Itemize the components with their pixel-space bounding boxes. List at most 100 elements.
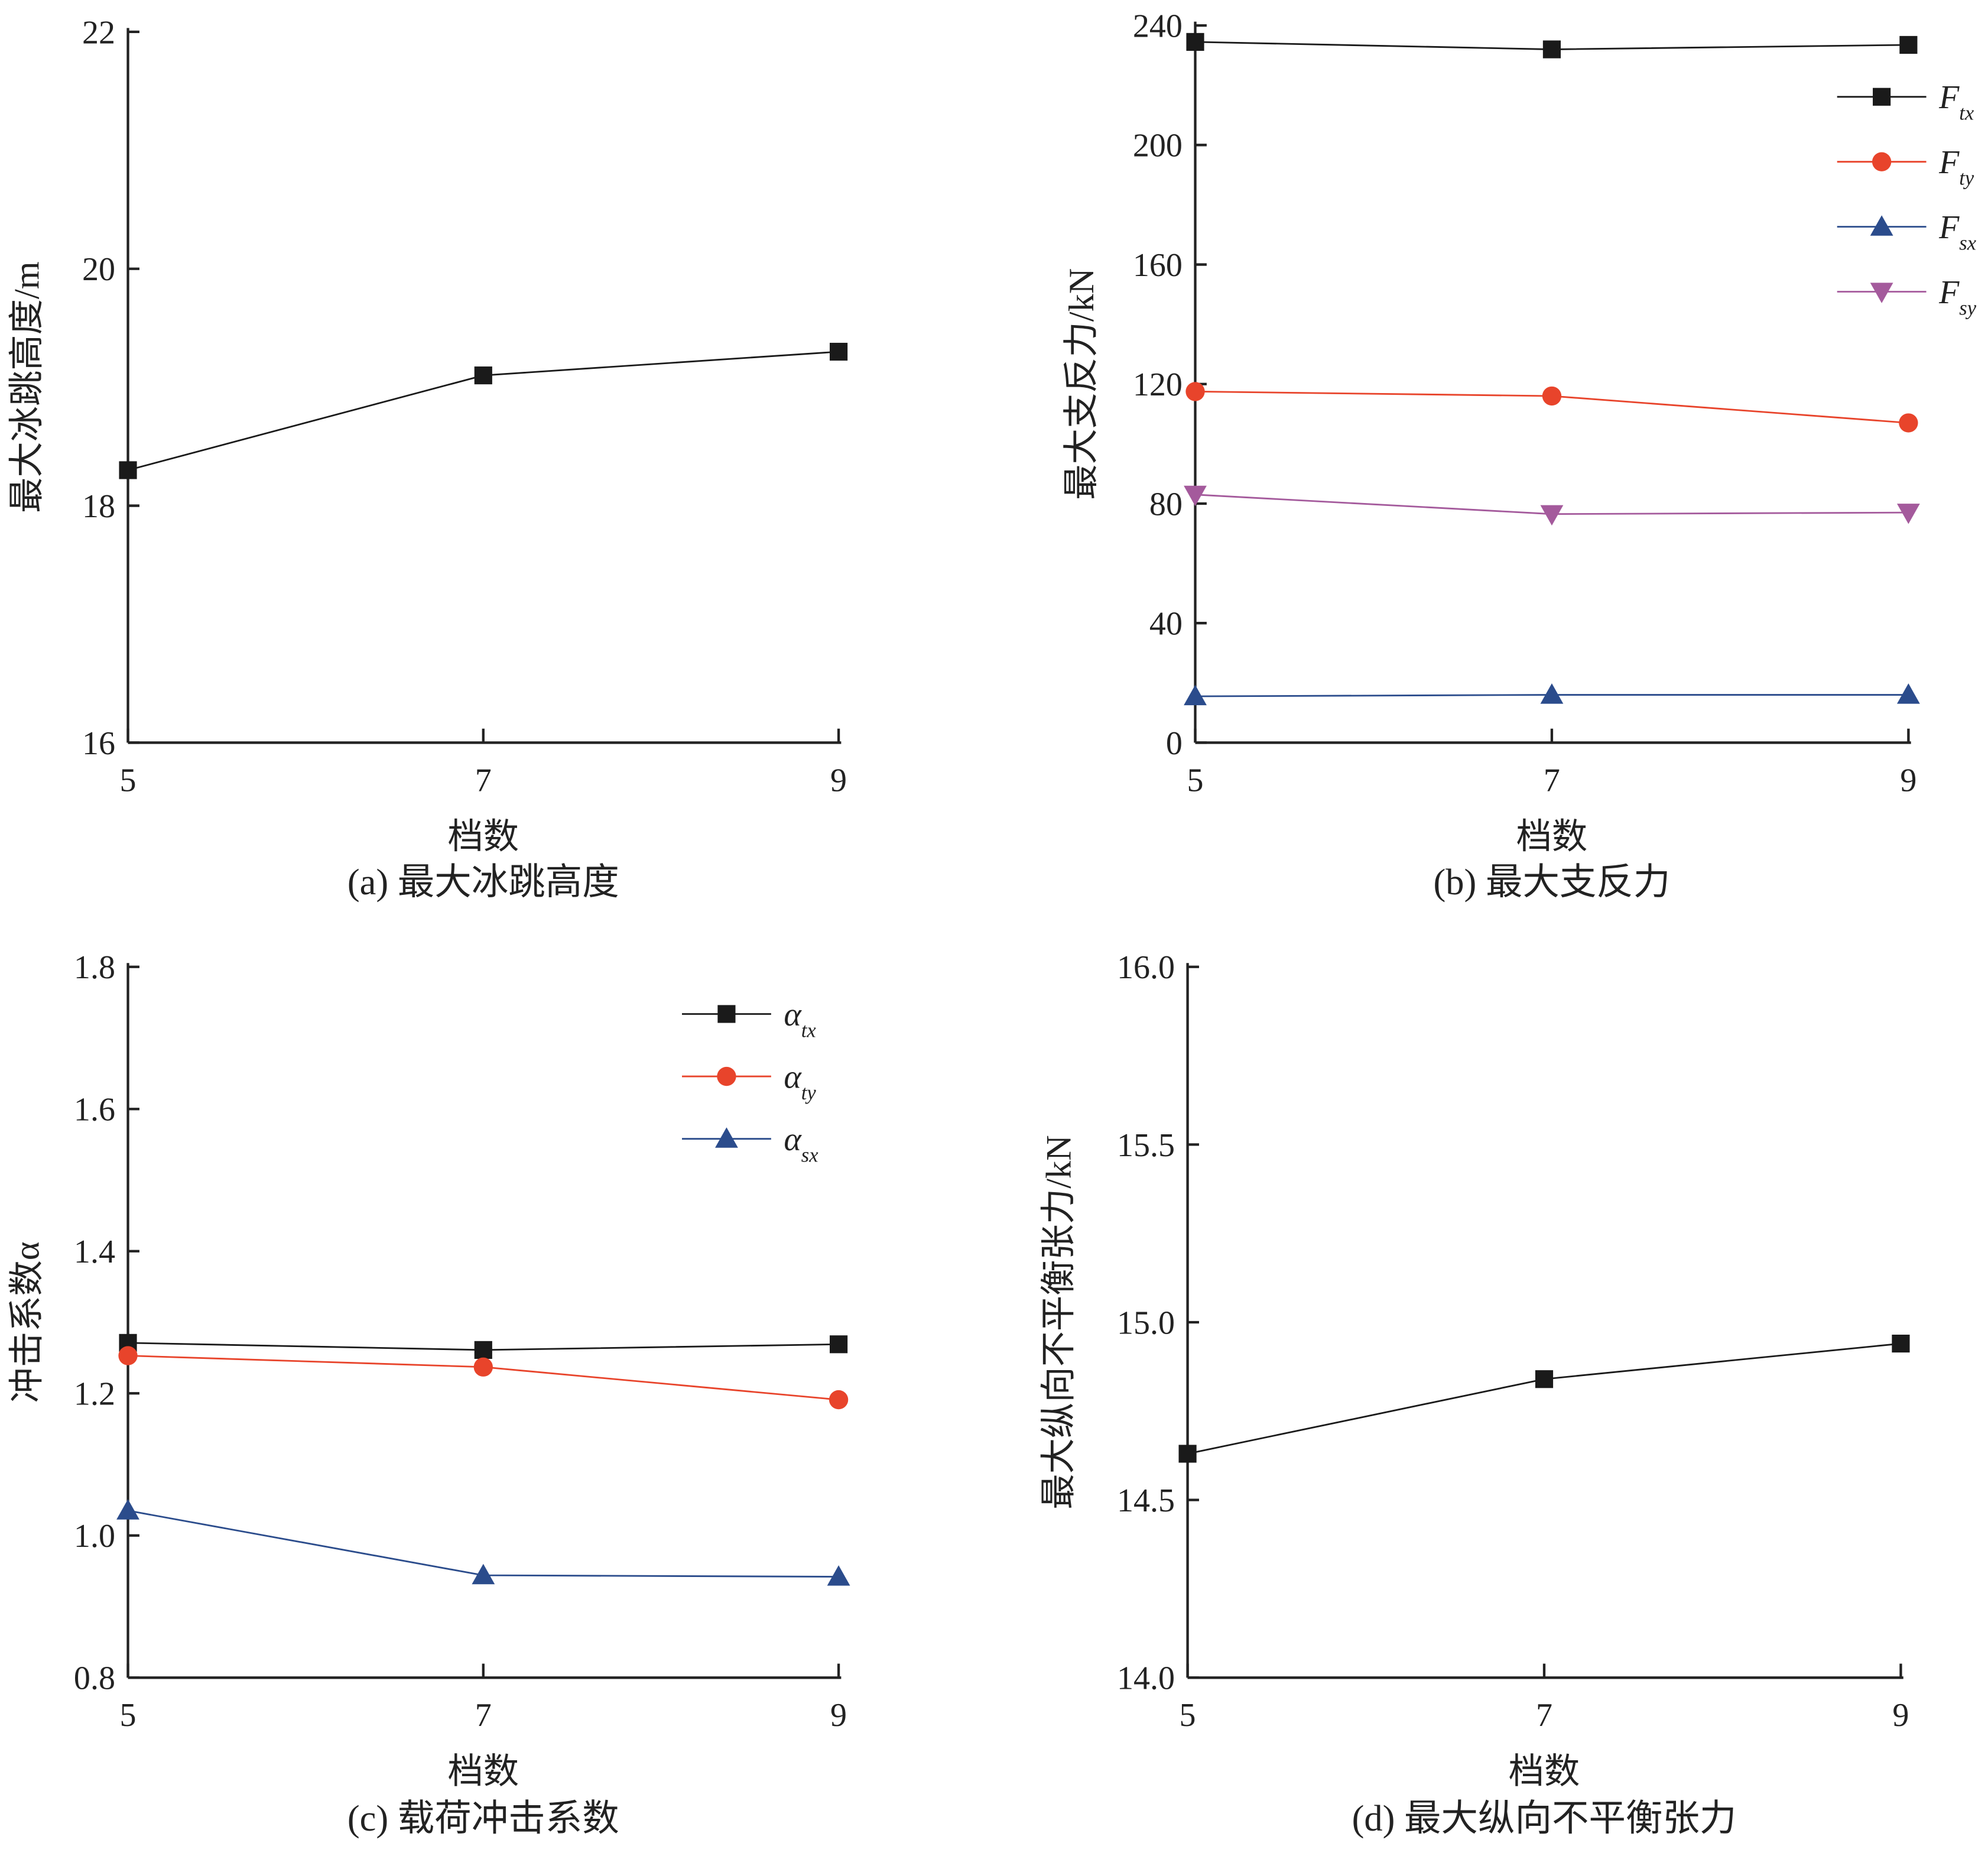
legend-marker [1870,283,1893,303]
data-point [1540,505,1564,526]
legend-marker [717,1005,736,1023]
legend-item: Fsy [1837,274,1977,319]
legend-item: Ftx [1837,79,1974,125]
y-tick-label: 240 [1133,8,1183,44]
chart-panel-d: 14.0 14.5 15.0 15.5 16.0 5 7 9 档数 最大纵向不平衡张力/kN (d)… [1039,949,1910,1839]
y-tick-label: 14.5 [1117,1482,1175,1519]
chart-caption: (b) 最大支反力 [1433,861,1670,903]
chart-panel-b: 0 40 80 120 160 200 240 5 7 9 档数 最大支反力/kN (b) 最大支反力 F… [1062,8,1977,902]
y-tick-label: 40 [1149,606,1183,643]
legend-label: Fty [1938,144,1974,189]
series-ty [118,1346,849,1410]
series-line [1187,1342,1901,1455]
data-point [474,366,492,385]
y-tick-label: 1.8 [74,949,115,986]
x-tick-label: 9 [1900,762,1916,799]
x-tick-label: 7 [475,1697,492,1734]
legend-label: Ftx [1938,79,1974,124]
legend-label: αsx [784,1121,818,1166]
x-tick-label: 9 [1892,1697,1909,1734]
data-point [1892,1334,1910,1353]
y-tick-label: 1.4 [74,1234,115,1270]
y-tick-label: 200 [1133,128,1183,164]
legend-label: αtx [784,997,816,1041]
legend-item: Fsx [1837,209,1977,254]
legend-item: αtx [681,997,816,1041]
series-tx [119,1333,848,1359]
series-ty [1185,382,1918,433]
series-main [1178,1334,1910,1463]
legend-item: Fty [1837,144,1974,189]
series-tx [1186,33,1918,59]
legend-marker [715,1127,738,1148]
x-tick-label: 7 [1544,762,1560,799]
data-point [1896,683,1920,704]
legend-marker [717,1066,736,1086]
data-point [1899,35,1918,54]
y-tick-label: 14.0 [1117,1660,1175,1697]
series-sy [1184,485,1920,526]
legend-label: Fsx [1938,209,1977,254]
data-point [1178,1445,1197,1463]
data-point [1542,40,1561,59]
y-tick-label: 120 [1133,366,1183,403]
x-tick-label: 9 [830,762,847,799]
y-tick-label: 1.0 [74,1518,115,1555]
y-tick-label: 16.0 [1117,949,1175,986]
data-point [1184,485,1207,507]
x-axis-label: 档数 [447,817,519,856]
y-tick-label: 15.5 [1117,1127,1175,1164]
data-point [1896,504,1920,524]
y-tick-label: 0 [1166,725,1183,762]
data-point [827,1565,850,1586]
data-point [116,1499,139,1520]
x-tick-label: 7 [475,762,492,799]
x-tick-label: 5 [120,762,137,799]
x-axis-label: 档数 [1509,1752,1580,1792]
legend-marker [1873,87,1891,106]
chart-panel-a: 16 18 20 22 5 7 9 档数 最大冰跳高度/m (a) 最大冰跳高度 [8,14,848,903]
chart-caption: (a) 最大冰跳高度 [347,861,619,903]
y-tick-label: 1.2 [74,1376,115,1413]
chart-caption: (d) 最大纵向不平衡张力 [1352,1797,1737,1839]
data-point [1185,382,1205,401]
data-point [1540,683,1564,704]
legend-marker [1870,215,1893,236]
y-tick-label: 160 [1133,247,1183,284]
legend-label: αty [784,1059,816,1104]
y-tick-label: 1.6 [74,1092,115,1128]
y-tick-label: 16 [82,725,115,762]
data-point [1535,1370,1554,1388]
data-point [472,1563,495,1585]
y-axis-label: 冲击系数α [8,1242,47,1403]
y-tick-label: 20 [82,251,115,288]
y-axis-label: 最大冰跳高度/m [8,261,47,513]
data-point [1186,33,1204,51]
data-point [1184,684,1207,706]
chart-caption: (c) 载荷冲击系数 [347,1797,619,1839]
legend-marker [1872,152,1892,171]
data-point [473,1357,493,1377]
legend-item: αsx [681,1121,818,1166]
y-tick-label: 80 [1149,486,1183,523]
legend-item: αty [681,1059,816,1104]
chart-panel-c: 0.8 1.0 1.2 1.4 1.6 1.8 5 7 9 档数 冲击系数α (c) 载荷冲击系数 αt… [8,949,850,1839]
x-tick-label: 7 [1536,1697,1552,1734]
legend-label: Fsy [1938,274,1977,319]
data-point [474,1341,492,1359]
x-tick-label: 5 [1187,762,1204,799]
series-sx [1184,683,1920,706]
data-point [829,342,848,361]
x-tick-label: 9 [830,1697,847,1734]
x-tick-label: 5 [120,1697,137,1734]
y-tick-label: 22 [82,14,115,51]
data-point [829,1390,849,1410]
series-sx [116,1499,850,1586]
x-tick-label: 5 [1180,1697,1196,1734]
series-main [119,342,848,479]
y-tick-label: 18 [82,488,115,525]
data-point [1542,386,1562,406]
y-tick-label: 0.8 [74,1660,115,1697]
x-axis-label: 档数 [1516,817,1588,856]
